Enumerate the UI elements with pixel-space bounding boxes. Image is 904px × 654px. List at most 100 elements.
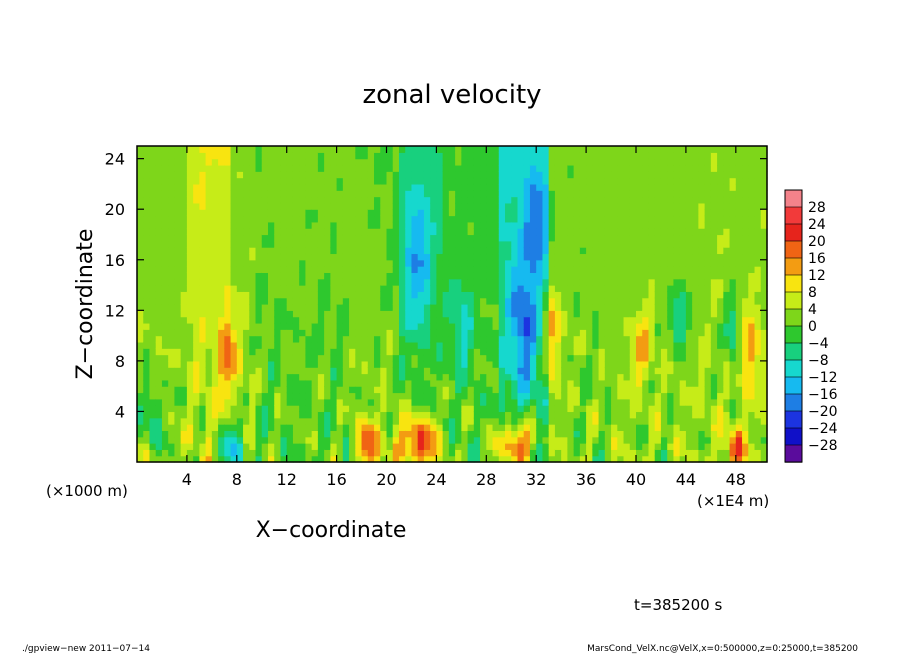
heatmap-cell [536, 411, 544, 419]
heatmap-cell [423, 291, 431, 299]
heatmap-cell [336, 171, 344, 179]
heatmap-cell [592, 316, 600, 324]
heatmap-cell [286, 247, 294, 255]
heatmap-cell [592, 304, 600, 311]
heatmap-cell [554, 152, 562, 160]
heatmap-cell [492, 354, 500, 362]
heatmap-cell [692, 348, 699, 356]
heatmap-cell [660, 348, 668, 356]
heatmap-cell [467, 455, 475, 463]
heatmap-cell [629, 158, 637, 166]
heatmap-cell [261, 196, 269, 204]
heatmap-cell [342, 228, 350, 236]
heatmap-cell [592, 209, 600, 217]
heatmap-cell [143, 272, 151, 280]
heatmap-cell [586, 228, 593, 236]
heatmap-cell [667, 171, 675, 179]
heatmap-cell [698, 379, 706, 387]
heatmap-cell [417, 367, 425, 375]
heatmap-cell [473, 392, 481, 400]
heatmap-cell [529, 146, 537, 153]
heatmap-cell [742, 285, 749, 292]
heatmap-cell [436, 291, 444, 299]
heatmap-cell [405, 272, 413, 280]
heatmap-cell [274, 335, 282, 343]
heatmap-cell [685, 196, 693, 204]
heatmap-cell [168, 215, 176, 223]
heatmap-cell [149, 398, 157, 406]
heatmap-cell [505, 291, 512, 299]
heatmap-cell [305, 436, 313, 444]
heatmap-cell [280, 443, 288, 450]
heatmap-cell [380, 266, 388, 273]
heatmap-cell [717, 152, 724, 160]
heatmap-cell [336, 183, 344, 191]
heatmap-cell [218, 443, 225, 450]
heatmap-cell [467, 177, 475, 185]
heatmap-cell [423, 285, 431, 292]
heatmap-cell [455, 310, 462, 318]
heatmap-cell [149, 322, 157, 330]
heatmap-cell [704, 379, 712, 387]
heatmap-cell [648, 221, 656, 229]
heatmap-cell [243, 183, 250, 191]
heatmap-cell [149, 411, 157, 419]
heatmap-cell [186, 430, 194, 438]
heatmap-cell [461, 228, 469, 236]
heatmap-cell [592, 455, 600, 463]
heatmap-cell [698, 183, 706, 191]
heatmap-cell [561, 411, 568, 419]
heatmap-cell [498, 183, 506, 191]
heatmap-cell [473, 152, 481, 160]
heatmap-cell [193, 405, 200, 413]
heatmap-cell [161, 240, 169, 248]
heatmap-cell [211, 247, 219, 255]
heatmap-cell [660, 367, 668, 375]
heatmap-cell [374, 272, 381, 280]
heatmap-cell [492, 228, 500, 236]
heatmap-cell [299, 360, 307, 368]
heatmap-cell [704, 171, 712, 179]
heatmap-cell [255, 291, 263, 299]
heatmap-cell [336, 379, 344, 387]
heatmap-cell [698, 449, 706, 457]
heatmap-cell [542, 405, 550, 413]
heatmap-cell [660, 158, 668, 166]
heatmap-cell [305, 202, 313, 210]
heatmap-cell [361, 449, 369, 457]
heatmap-cell [498, 354, 506, 362]
heatmap-cell [592, 367, 600, 375]
heatmap-cell [660, 146, 668, 153]
heatmap-cell [529, 405, 537, 413]
heatmap-cell [137, 443, 144, 450]
heatmap-cell [180, 240, 188, 248]
heatmap-cell [224, 190, 232, 198]
heatmap-cell [386, 360, 394, 368]
heatmap-cell [604, 171, 612, 179]
heatmap-cell [623, 202, 631, 210]
heatmap-cell [729, 196, 737, 204]
heatmap-cell [249, 417, 257, 425]
heatmap-cell [168, 310, 176, 318]
heatmap-cell [168, 285, 176, 292]
heatmap-cell [710, 177, 718, 185]
heatmap-cell [667, 240, 675, 248]
heatmap-cell [629, 177, 637, 185]
heatmap-cell [654, 430, 662, 438]
heatmap-cell [548, 424, 556, 431]
heatmap-cell [299, 291, 307, 299]
heatmap-cell [367, 247, 375, 255]
heatmap-cell [548, 215, 556, 223]
heatmap-cell [255, 304, 263, 311]
heatmap-cell [611, 424, 618, 431]
heatmap-cell [573, 221, 581, 229]
heatmap-cell [667, 190, 675, 198]
heatmap-cell [554, 247, 562, 255]
heatmap-cell [660, 183, 668, 191]
heatmap-cell [292, 398, 300, 406]
heatmap-cell [218, 196, 225, 204]
heatmap-cell [292, 373, 300, 381]
heatmap-cell [224, 348, 232, 356]
heatmap-cell [723, 183, 731, 191]
heatmap-cell [249, 158, 257, 166]
